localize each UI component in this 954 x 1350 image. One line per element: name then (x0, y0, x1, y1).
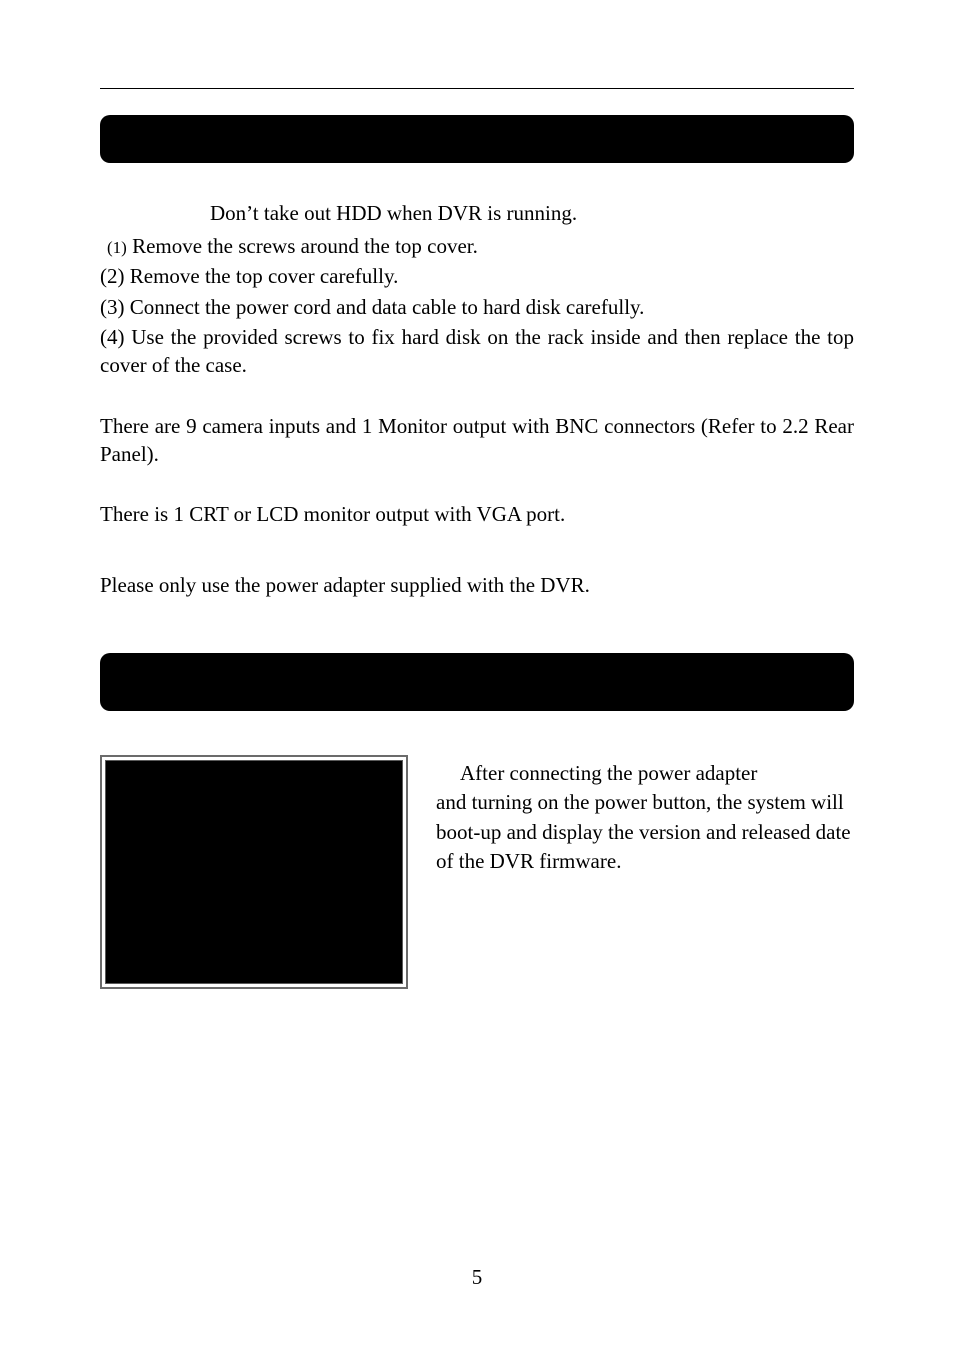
boot-description: After connecting the power adapter and t… (436, 755, 854, 877)
step-3: (3) Connect the power cord and data cabl… (100, 293, 854, 321)
step-4: (4) Use the provided screws to fix hard … (100, 323, 854, 380)
caution-text: Don’t take out HDD when DVR is running. (100, 201, 854, 226)
camera-paragraph: There are 9 camera inputs and 1 Monitor … (100, 412, 854, 469)
boot-screen-outer (100, 755, 408, 989)
boot-line-1: After connecting the power adapter (436, 759, 854, 788)
top-rule (100, 88, 854, 89)
power-paragraph: Please only use the power adapter suppli… (100, 571, 854, 599)
monitor-paragraph: There is 1 CRT or LCD monitor output wit… (100, 500, 854, 528)
section-bar-2 (100, 653, 854, 711)
boot-screen-inner (105, 760, 403, 984)
step-1-text: Remove the screws around the top cover. (127, 234, 478, 258)
boot-line-2: and turning on the power button, the sys… (436, 790, 851, 873)
step-2: (2) Remove the top cover carefully. (100, 262, 854, 290)
section-bar-1 (100, 115, 854, 163)
step-1: (1) Remove the screws around the top cov… (100, 232, 854, 260)
page-number: 5 (0, 1265, 954, 1290)
step-1-num: (1) (107, 238, 127, 257)
